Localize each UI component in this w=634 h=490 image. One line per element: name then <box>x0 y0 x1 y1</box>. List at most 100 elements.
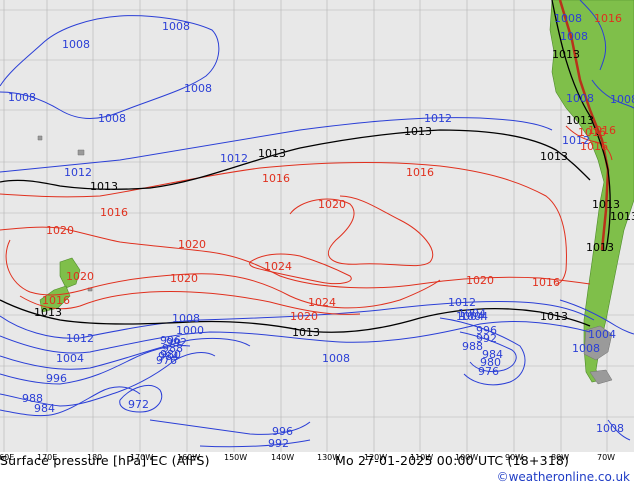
valid-time: Mo 27-01-2025 00:00 UTC (18+318) <box>334 453 570 468</box>
isobar-label: 1020 <box>466 274 494 287</box>
isobar-label: 1013 <box>540 310 568 323</box>
isobar-label: 1020 <box>178 238 206 251</box>
isobar-label: 1013 <box>566 114 594 127</box>
isobar-label: 1008 <box>610 93 634 106</box>
isobar-label: 996 <box>46 372 67 385</box>
map-footer: Surface pressure [hPa] EC (AIFS) Mo 27-0… <box>0 453 569 468</box>
lon-tick-label: 170W <box>130 453 153 462</box>
isobar-label: 1008 <box>98 112 126 125</box>
high-pressure-isobars <box>0 125 613 315</box>
isobar-label: 1020 <box>290 310 318 323</box>
red-isobar-labels: 1016 1016 1016 1020 1020 1020 1020 1024 … <box>42 12 622 323</box>
low-pressure-isobars <box>0 0 634 448</box>
isobar-label: 984 <box>482 348 503 361</box>
isobar-label: 1013 <box>552 48 580 61</box>
isobar-label: 1016 <box>594 12 622 25</box>
isobar-label: 1020 <box>318 198 346 211</box>
isobar-label: 1008 <box>184 82 212 95</box>
isobar-label: 1013 <box>586 241 614 254</box>
isobar-label: 1012 <box>64 166 92 179</box>
isobar-label: 1020 <box>66 270 94 283</box>
lon-tick-label: 180 <box>87 453 102 462</box>
isobar-label: 1008 <box>62 38 90 51</box>
lon-tick-label: 140W <box>271 453 294 462</box>
lon-tick-label: 100W <box>455 453 478 462</box>
new-zealand-south <box>39 285 71 313</box>
isobar-label: 976 <box>156 354 177 367</box>
isobar-label: 1016 <box>262 172 290 185</box>
patagonia-land <box>583 325 613 361</box>
isobar-label: 1013 <box>540 150 568 163</box>
isobar-label: 1013 <box>610 210 634 223</box>
lon-tick-label: 120W <box>364 453 387 462</box>
andes-ridge <box>558 0 610 251</box>
credit-link[interactable]: ©weatheronline.co.uk <box>496 470 630 484</box>
isobar-label: 1008 <box>596 422 624 435</box>
lon-tick-label: 130W <box>317 453 340 462</box>
isobar-label: 1013 <box>90 180 118 193</box>
isobar-label: 972 <box>128 398 149 411</box>
isobar-label: 1012 <box>66 332 94 345</box>
tierra-del-fuego <box>589 369 613 385</box>
isobar-label: 1016 <box>406 166 434 179</box>
isobar-label: 996 <box>476 324 497 337</box>
isobar-label: 1013 <box>258 147 286 160</box>
isobar-label: 1008 <box>560 30 588 43</box>
isobar-label: 1008 <box>572 342 600 355</box>
blue-isobar-labels: 1008 1008 1008 1008 1008 1012 1012 1012 … <box>8 12 634 450</box>
isobar-label: 996 <box>160 334 181 347</box>
isobar-label: 984 <box>34 402 55 415</box>
lon-tick-label: 150W <box>224 453 247 462</box>
isobar-label: 1020 <box>170 272 198 285</box>
fiji-islands <box>37 135 85 156</box>
isobar-label: 1008 <box>162 20 190 33</box>
isobar-label: 992 <box>166 336 187 349</box>
isobar-label: 984 <box>158 350 179 363</box>
chart-title: Surface pressure [hPa] EC (AIFS) <box>0 453 210 468</box>
isobar-label: 1020 <box>46 224 74 237</box>
isobar-label: 1016 <box>532 276 560 289</box>
lon-tick-label: 80W <box>551 453 569 462</box>
isobar-label: 1004 <box>56 352 84 365</box>
isobar-label: 1016 <box>580 140 608 153</box>
ocean-background <box>0 0 634 452</box>
lon-tick-label: 90W <box>505 453 523 462</box>
reference-isobar-labels: 1013 1013 1013 1013 1013 1013 1013 1013 … <box>34 48 634 339</box>
isobar-label: 1008 <box>8 91 36 104</box>
isobar-label: 1004 <box>588 328 616 341</box>
isobar-label: 992 <box>268 437 289 450</box>
isobar-label: 1000 <box>176 324 204 337</box>
isobar-label: 1016 <box>42 294 70 307</box>
isobar-label: 992 <box>476 332 497 345</box>
isobar-label: 1012 <box>424 112 452 125</box>
isobar-label: 1024 <box>308 296 336 309</box>
isobar-label: 1012 <box>562 134 590 147</box>
isobar-label: 1008 <box>322 352 350 365</box>
isobar-label: 976 <box>478 365 499 378</box>
lon-tick-label: 110W <box>410 453 433 462</box>
isobar-label: 1024 <box>264 260 292 273</box>
isobar-label: 980 <box>480 356 501 369</box>
isobar-label: 980 <box>160 348 181 361</box>
isobar-label: 1008 <box>566 92 594 105</box>
isobar-label: 1016 <box>578 126 606 139</box>
lon-tick-label: 160W <box>177 453 200 462</box>
isobar-label: 1004 <box>458 307 486 320</box>
isobar-label: 988 <box>22 392 43 405</box>
new-zealand-north <box>59 257 81 289</box>
isobar-label: 1013 <box>592 198 620 211</box>
isobar-label: 1013 <box>34 306 62 319</box>
reference-isobar-1013 <box>0 0 611 333</box>
isobar-label: 1004 <box>460 310 488 323</box>
isobar-label: 1012 <box>220 152 248 165</box>
lon-tick-label: 170E <box>37 453 57 462</box>
isobar-label: 1013 <box>292 326 320 339</box>
isobar-label: 1016 <box>588 124 616 137</box>
isobar-label: 1013 <box>404 125 432 138</box>
isobar-label: 1008 <box>172 312 200 325</box>
isobar-label: 996 <box>272 425 293 438</box>
south-america-land <box>549 0 634 383</box>
